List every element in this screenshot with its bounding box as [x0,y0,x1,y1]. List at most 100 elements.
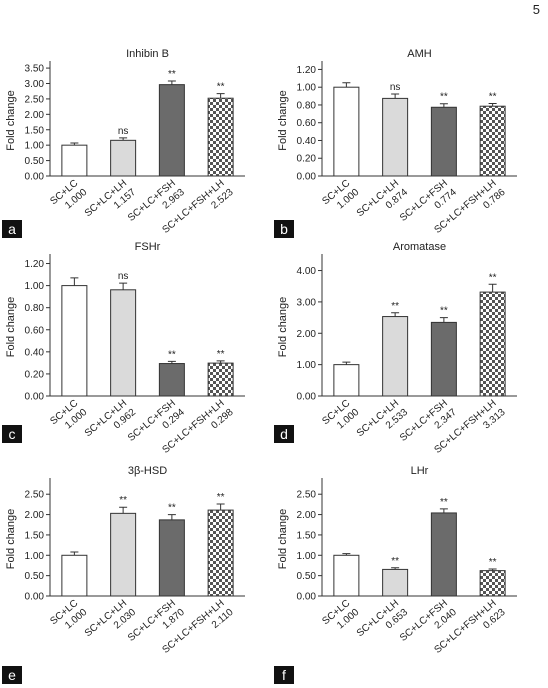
y-tick-label: 2.50 [297,490,317,501]
chart-title: FSHr [135,241,161,253]
y-axis-label: Fold change [5,297,17,358]
y-tick-label: 1.20 [297,65,317,76]
bar [382,568,409,597]
error-bar [216,360,225,364]
significance: ns [390,82,401,93]
y-tick-label: 2.50 [25,490,45,501]
y-tick-label: 0.60 [297,118,317,129]
error-bar [342,361,351,365]
y-tick-label: 0.00 [297,172,317,183]
y-tick-label: 0.40 [25,347,45,358]
significance: ** [217,492,225,503]
bar [479,570,506,597]
panel-letter-box [274,425,294,443]
y-tick-label: 1.00 [25,281,45,292]
error-bar [391,567,400,570]
significance: ** [489,557,497,568]
error-bar [439,103,448,108]
error-bar [119,137,128,141]
significance: ** [440,306,448,317]
panel-letter: b [280,221,288,237]
panel-letter: c [9,426,16,442]
chart-title: LHr [411,465,429,477]
bar [158,519,185,597]
significance: ** [168,349,176,360]
y-tick-label: 1.50 [25,125,45,136]
significance: ns [118,271,129,282]
panel-letter-box [2,425,22,443]
y-axis-label: Fold change [5,509,17,570]
significance: ** [119,495,127,506]
bar [207,362,234,397]
error-bar [216,93,225,99]
error-bar [70,277,79,286]
y-tick-label: 3.00 [25,79,45,90]
error-bar [391,312,400,317]
bar [110,139,137,177]
significance: ** [489,92,497,103]
bar [430,321,457,397]
bar [110,512,137,597]
y-tick-label: 2.00 [297,329,317,340]
significance: ** [217,82,225,93]
error-bar [167,80,176,85]
bar [382,316,409,397]
y-tick-label: 1.20 [25,259,45,270]
error-bar [167,514,176,520]
chart-title: Inhibin B [126,48,169,60]
y-tick-label: 2.00 [297,510,317,521]
panel-letter-box [274,220,294,238]
significance: ** [217,349,225,360]
error-bar [342,82,351,88]
y-tick-label: 2.50 [25,94,45,105]
y-tick-label: 2.00 [25,510,45,521]
y-tick-label: 0.50 [25,571,45,582]
bar [333,554,360,597]
panel-letter: f [282,667,286,683]
error-bar [439,508,448,513]
significance: ** [168,503,176,514]
y-tick-label: 0.00 [25,592,45,603]
bar [333,364,360,397]
y-tick-label: 1.00 [25,551,45,562]
panel-letter-box [2,666,22,684]
bar [207,509,234,597]
error-bar [488,103,497,107]
panel-letter-box [274,666,294,684]
y-tick-label: 0.00 [297,592,317,603]
significance: ns [118,126,129,137]
y-axis-label: Fold change [277,90,289,151]
bar [333,86,360,177]
chart-title: 3β-HSD [128,465,167,477]
y-tick-label: 0.60 [25,325,45,336]
bar [430,512,457,597]
error-bar [119,506,128,514]
bar [61,554,88,597]
chart-title: AMH [407,48,432,60]
panel-letter-box [2,220,22,238]
error-bar [70,142,79,146]
y-tick-label: 1.50 [297,530,317,541]
significance: ** [391,301,399,312]
bar [158,363,185,397]
y-tick-label: 3.00 [297,297,317,308]
y-tick-label: 0.00 [297,392,317,403]
y-tick-label: 0.00 [25,172,45,183]
panel-letter: e [8,667,16,683]
bar [430,106,457,177]
y-tick-label: 0.50 [25,156,45,167]
significance: ** [489,272,497,283]
error-bar [119,282,128,290]
chart-title: Aromatase [393,241,446,253]
significance: ** [168,69,176,80]
y-axis-label: Fold change [277,509,289,570]
bar [479,105,506,177]
significance: ** [440,92,448,103]
y-tick-label: 1.50 [25,530,45,541]
y-axis-label: Fold change [5,90,17,151]
error-bar [216,503,225,511]
bar [382,97,409,177]
y-tick-label: 1.00 [25,141,45,152]
